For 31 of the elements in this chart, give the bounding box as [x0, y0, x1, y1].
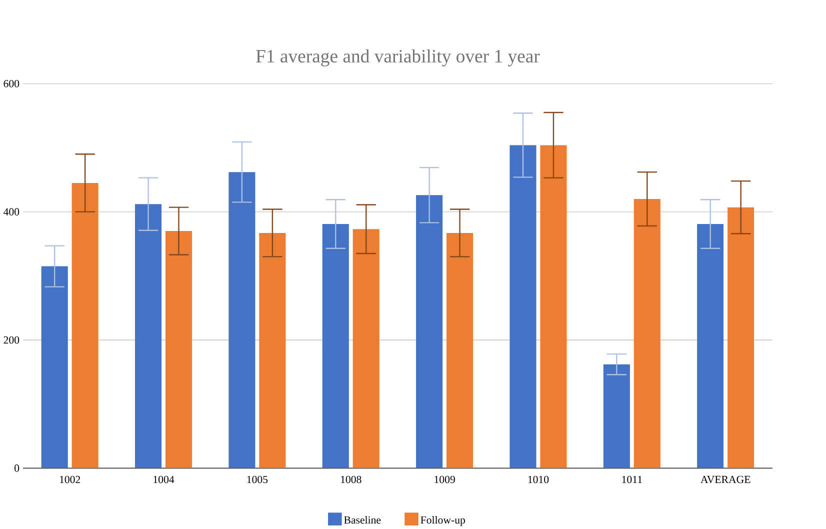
- bar: [728, 207, 754, 468]
- chart-title: F1 average and variability over 1 year: [256, 49, 540, 66]
- x-tick-label: 1002: [60, 476, 80, 484]
- bar: [259, 232, 286, 468]
- y-tick-label: 0: [14, 464, 20, 472]
- x-tick-label: 1008: [341, 476, 362, 484]
- y-tick-label: 600: [4, 80, 20, 88]
- bar: [322, 224, 349, 468]
- x-tick-label: 1010: [528, 476, 549, 484]
- bar: [72, 183, 98, 468]
- bar: [352, 229, 380, 468]
- x-tick-label: 1004: [154, 476, 174, 484]
- bar: [697, 224, 724, 468]
- x-tick-label: 1011: [622, 476, 642, 484]
- bar: [603, 364, 630, 468]
- legend-label: Follow-up: [420, 516, 465, 526]
- bar: [134, 204, 162, 468]
- x-tick-label: 1005: [247, 476, 268, 484]
- x-tick-label: AVERAGE: [700, 476, 750, 484]
- bar: [165, 231, 192, 468]
- bar: [41, 266, 68, 468]
- bar: [228, 172, 256, 468]
- legend-label: Baseline: [344, 516, 381, 524]
- y-tick-label: 400: [4, 208, 20, 216]
- x-tick-label: 1009: [434, 476, 455, 484]
- bar: [416, 195, 443, 468]
- bar: [446, 232, 474, 468]
- bar: [634, 199, 660, 468]
- bar: [540, 145, 567, 468]
- y-tick-label: 200: [4, 336, 20, 344]
- bar: [510, 145, 536, 468]
